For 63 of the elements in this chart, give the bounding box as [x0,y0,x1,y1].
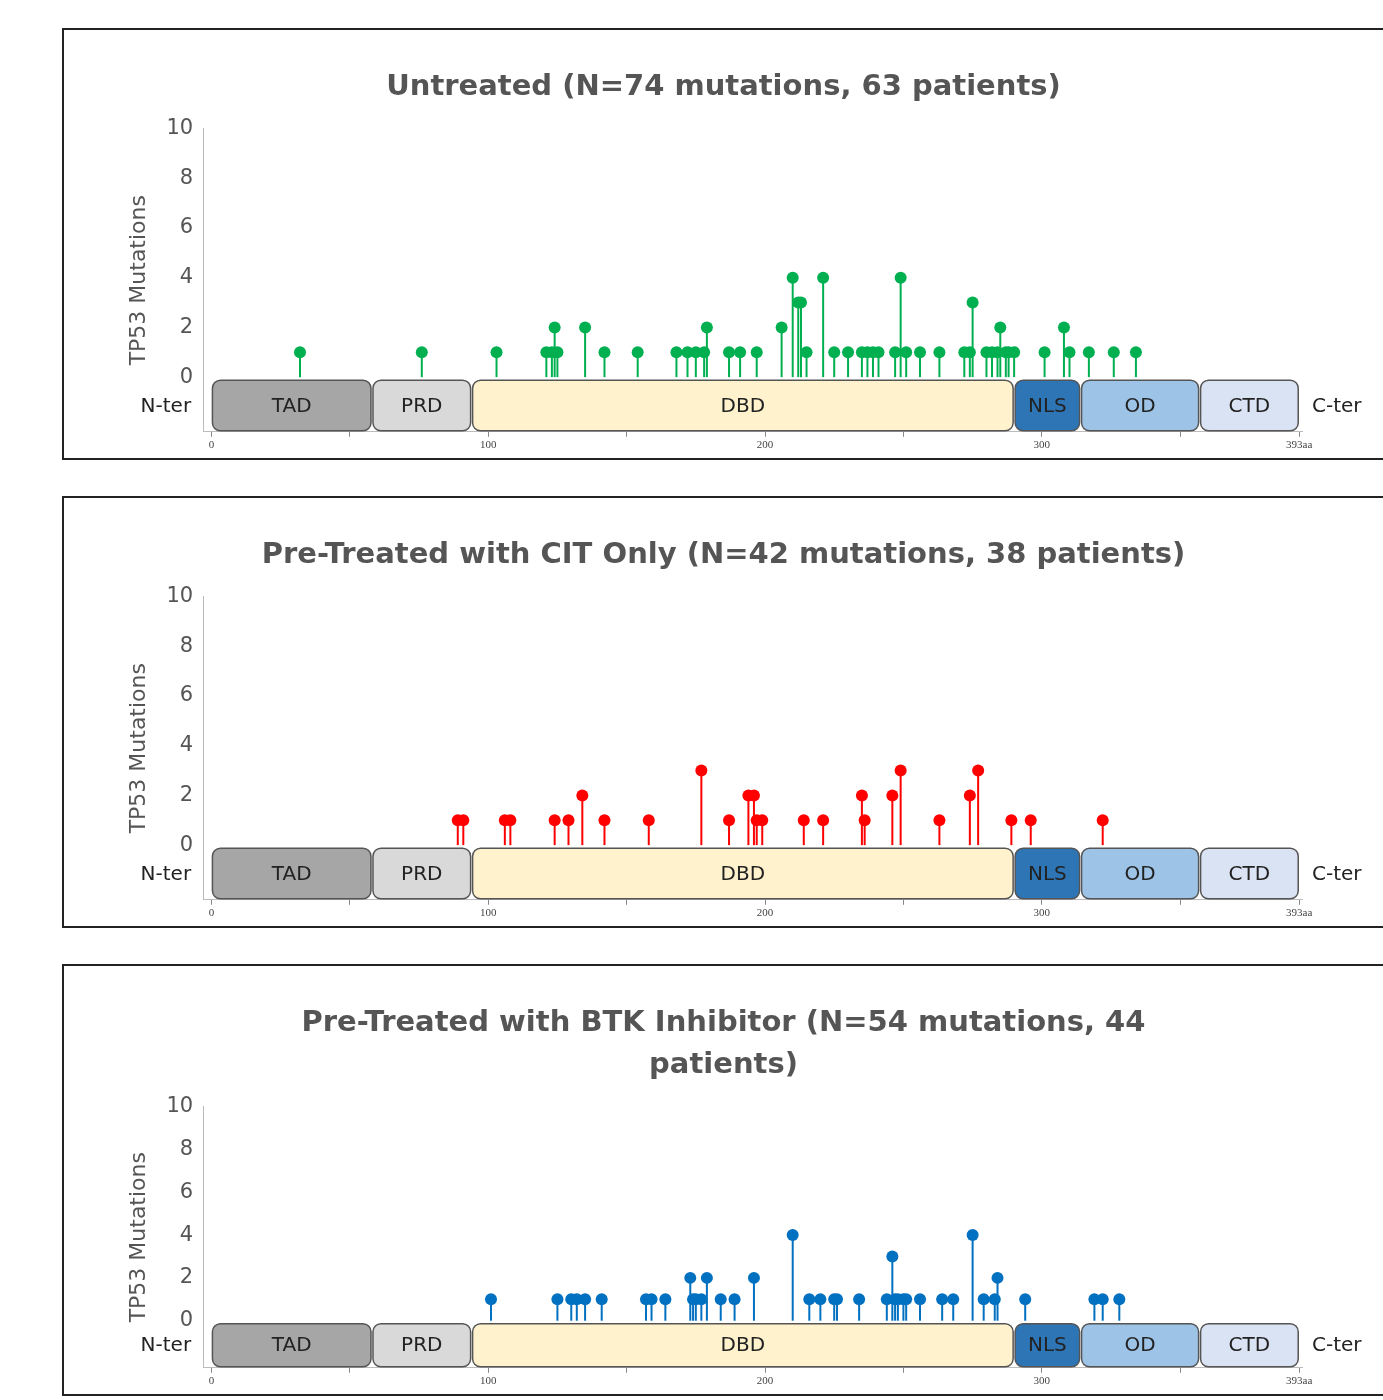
x-tick-label: 300 [1033,906,1051,919]
x-tick-label: 100 [479,906,497,919]
band-label: CTD [1228,860,1271,885]
text: N-ter [140,1332,192,1357]
x-tick-label: 300 [1033,438,1051,451]
band-label: NLS [1027,392,1067,417]
x-tick-label: 0 [208,906,215,919]
y-tick-label: 0 [179,1307,194,1332]
band-label: TAD [270,392,312,417]
text: N-ter [140,392,192,417]
band-label: TAD [270,1332,312,1357]
y-tick-label: 2 [179,313,194,338]
y-tick-label: 10 [166,115,194,140]
chart-title: Pre-Treated with CIT Only (N=42 mutations, 38 patients) [260,535,1187,572]
chart-title: Untreated (N=74 mutations, 63 patients) [385,67,1062,104]
band-label: CTD [1228,392,1271,417]
band-label: PRD [401,1332,443,1357]
x-tick-label: 393aa [1286,906,1313,919]
x-tick-label: 393aa [1286,1374,1313,1387]
text: C-ter [1312,1332,1363,1357]
y-tick-label: 6 [179,682,194,707]
x-tick-label: 300 [1033,1374,1051,1387]
y-tick-label: 4 [179,264,194,289]
x-tick-label: 200 [756,438,774,451]
text: C-ter [1312,860,1363,885]
y-tick-label: 8 [179,632,194,657]
band-label: NLS [1027,860,1067,885]
band-label: DBD [720,392,766,417]
y-tick-label: 8 [179,164,194,189]
band-label: OD [1124,1332,1156,1357]
band-label: CTD [1228,1332,1271,1357]
y-axis-title: TP53 Mutations [124,1152,150,1324]
band-label: OD [1124,392,1156,417]
y-axis-title: TP53 Mutations [124,663,150,835]
y-tick-label: 0 [179,363,194,388]
y-tick-label: 0 [179,831,194,856]
band-label: PRD [401,860,443,885]
y-tick-label: 2 [179,781,194,806]
x-tick-label: 393aa [1286,438,1313,451]
y-tick-label: 10 [166,1093,194,1118]
band-label: DBD [720,860,766,885]
x-tick-label: 200 [756,906,774,919]
y-tick-label: 2 [179,1264,194,1289]
band-label: TAD [270,860,312,885]
x-tick-label: 200 [756,1374,774,1387]
text: C-ter [1312,392,1363,417]
x-tick-label: 100 [479,438,497,451]
x-tick-label: 100 [479,1374,497,1387]
text: N-ter [140,860,192,885]
y-tick-label: 6 [179,1178,194,1203]
band-label: OD [1124,860,1156,885]
y-tick-label: 6 [179,214,194,239]
band-label: NLS [1027,1332,1067,1357]
band-label: PRD [401,392,443,417]
x-tick-label: 0 [208,438,215,451]
y-tick-label: 8 [179,1135,194,1160]
band-label: DBD [720,1332,766,1357]
y-tick-label: 4 [179,1221,194,1246]
y-tick-label: 4 [179,732,194,757]
chart-title: Pre-Treated with BTK Inhibitor (N=54 mutations, 44 patients) [300,1003,1147,1082]
y-axis-title: TP53 Mutations [124,195,150,367]
y-tick-label: 10 [166,583,194,608]
x-tick-label: 0 [208,1374,215,1387]
